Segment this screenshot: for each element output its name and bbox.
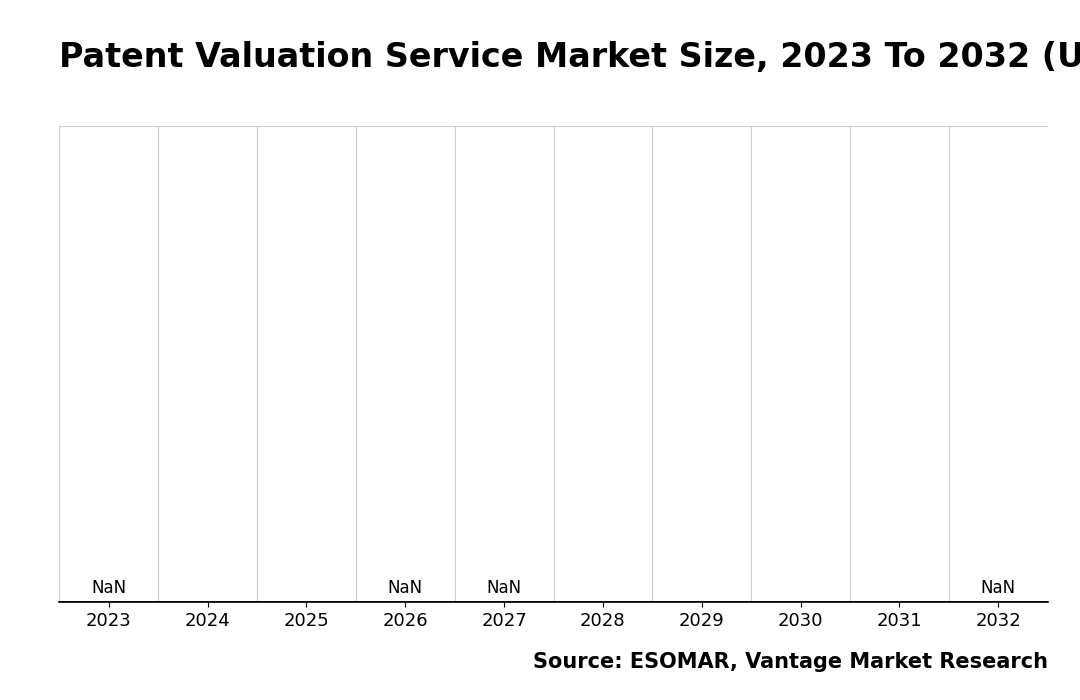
Text: Patent Valuation Service Market Size, 2023 To 2032 (USD Million): Patent Valuation Service Market Size, 20…	[59, 41, 1080, 74]
Text: NaN: NaN	[91, 579, 126, 597]
Text: NaN: NaN	[388, 579, 423, 597]
Text: NaN: NaN	[981, 579, 1016, 597]
Text: NaN: NaN	[486, 579, 522, 597]
Text: Source: ESOMAR, Vantage Market Research: Source: ESOMAR, Vantage Market Research	[532, 652, 1048, 672]
